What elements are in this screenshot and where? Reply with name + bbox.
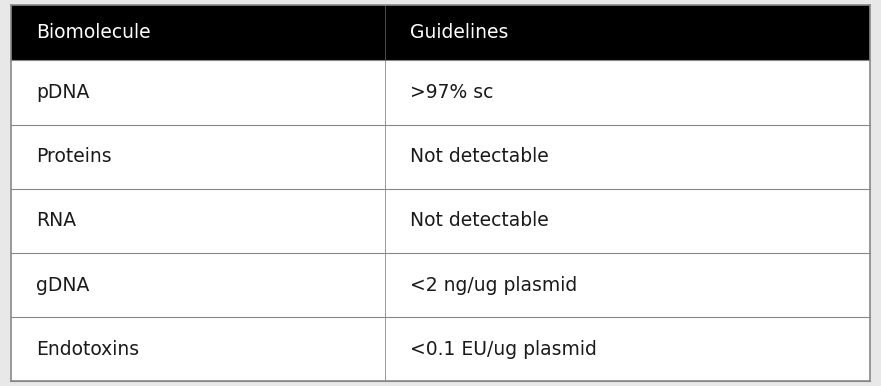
Text: pDNA: pDNA [36,83,90,102]
Text: Biomolecule: Biomolecule [36,23,151,42]
Text: gDNA: gDNA [36,276,90,295]
Text: Endotoxins: Endotoxins [36,340,139,359]
Text: Proteins: Proteins [36,147,112,166]
Bar [11,5,870,60]
Bar [11,253,870,317]
Bar [11,60,870,125]
Bar [11,125,870,189]
Text: Guidelines: Guidelines [411,23,509,42]
Bar [11,317,870,381]
Text: Not detectable: Not detectable [411,147,549,166]
Text: Not detectable: Not detectable [411,212,549,230]
Text: >97% sc: >97% sc [411,83,493,102]
Bar [11,189,870,253]
Text: <2 ng/ug plasmid: <2 ng/ug plasmid [411,276,578,295]
Text: <0.1 EU/ug plasmid: <0.1 EU/ug plasmid [411,340,597,359]
Text: RNA: RNA [36,212,77,230]
